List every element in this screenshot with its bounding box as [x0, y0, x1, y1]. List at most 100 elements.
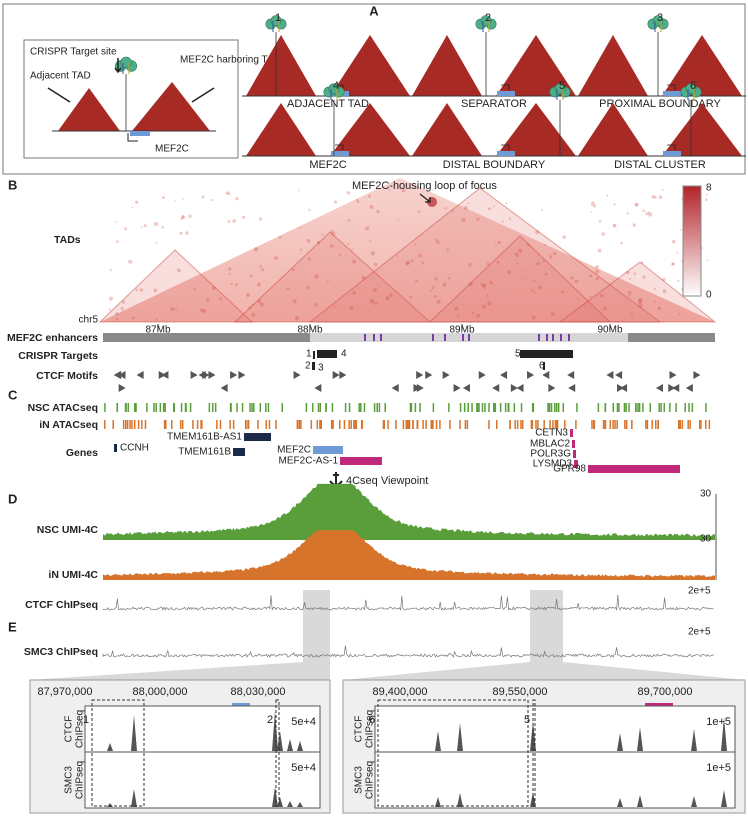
- heatmap-speck: [219, 297, 222, 301]
- heatmap-speck: [154, 221, 159, 227]
- tad-triangle: [578, 103, 648, 156]
- atac-peak: [628, 403, 630, 412]
- atac-peak: [219, 420, 222, 429]
- ctcf-motif: [416, 371, 424, 379]
- heatmap-speck: [468, 262, 472, 267]
- heatmap-speck: [704, 198, 708, 202]
- atac-peak: [232, 420, 235, 429]
- atac-peak: [463, 403, 466, 412]
- atac-peak: [416, 420, 418, 429]
- atac-peak: [488, 403, 490, 412]
- ctcf-motif: [516, 384, 524, 392]
- gene-arrow: [667, 144, 676, 150]
- atac-peak: [705, 420, 707, 429]
- coordinate: 89,550,000: [492, 686, 547, 698]
- ctcf-motif: [685, 384, 693, 392]
- atac-peak: [631, 420, 633, 429]
- atac-peak: [675, 403, 677, 412]
- target-number: 5: [515, 349, 521, 360]
- atac-peak: [562, 403, 565, 412]
- atac-peak: [520, 403, 523, 412]
- scale-label: 0: [706, 290, 712, 301]
- ctcf-motif: [293, 371, 301, 379]
- gene-label: LYSMD3: [533, 459, 573, 470]
- atac-peak: [236, 403, 238, 412]
- heatmap-speck: [482, 283, 487, 288]
- heatmap-speck: [533, 279, 536, 282]
- track-label: CTCF ChIPseq: [25, 599, 98, 611]
- heatmap-speck: [496, 260, 500, 264]
- atac-peak: [216, 420, 218, 429]
- heatmap-speck: [174, 200, 176, 202]
- atac-peak: [298, 420, 301, 429]
- ctcf-motif: [668, 384, 676, 392]
- heatmap-speck: [479, 282, 483, 285]
- heatmap-speck: [436, 299, 441, 304]
- gene-label: MBLAC2: [530, 439, 570, 450]
- heatmap-speck: [417, 210, 421, 213]
- heatmap-speck: [442, 282, 447, 287]
- atac-peak: [189, 403, 192, 412]
- zoom-band: [530, 590, 563, 662]
- tad-triangle: [412, 103, 482, 156]
- heatmap-speck: [620, 241, 623, 245]
- site-number: 6: [369, 714, 375, 726]
- atac-peak: [638, 403, 641, 412]
- atac-peak: [616, 420, 618, 429]
- gene-box: [663, 91, 681, 96]
- scale-label: 1e+5: [706, 762, 731, 774]
- heatmap-speck: [606, 194, 609, 197]
- atac-peak: [691, 403, 694, 412]
- panel-a-frame: [2, 3, 746, 175]
- heatmap-speck: [417, 253, 422, 258]
- gene-arrow: [501, 144, 510, 150]
- atac-peak: [555, 403, 558, 412]
- gene-label: CETN3: [535, 428, 568, 439]
- chip-peak: [131, 789, 137, 807]
- heatmap-speck: [635, 203, 638, 207]
- atac-peak: [405, 420, 408, 429]
- heatmap-speck: [329, 244, 334, 248]
- atac-peak: [350, 420, 352, 429]
- atac-peak: [425, 420, 427, 429]
- heatmap-speck: [601, 232, 605, 236]
- heatmap-speck: [657, 306, 662, 311]
- atac-peak: [410, 403, 413, 412]
- enhancer: [444, 334, 446, 341]
- chip-peak: [457, 793, 463, 807]
- scale-label: 30: [700, 534, 712, 545]
- atac-peak: [267, 403, 270, 412]
- heatmap-speck: [645, 212, 649, 216]
- heatmap-speck: [662, 289, 667, 293]
- atac-peak: [531, 403, 534, 412]
- heatmap-speck: [259, 302, 264, 307]
- atac-peak: [635, 403, 637, 412]
- heatmap-speck: [352, 291, 356, 295]
- atac-peak: [493, 403, 495, 412]
- heatmap-speck: [333, 200, 338, 204]
- gene-label: GPR98: [553, 464, 586, 475]
- atac-peak: [520, 420, 522, 429]
- scale-label: 5e+4: [291, 716, 316, 728]
- atac-peak: [699, 420, 701, 429]
- heatmap-speck: [471, 311, 475, 315]
- site-number: 6: [690, 80, 696, 92]
- heatmap-speck: [632, 223, 636, 227]
- atac-peak: [319, 403, 322, 412]
- tad-triangle: [578, 35, 648, 96]
- ctcf-motif: [442, 371, 450, 379]
- heatmap-speck: [447, 277, 451, 280]
- arrow: [419, 193, 431, 203]
- site-label: DISTAL BOUNDARY: [443, 159, 546, 171]
- heatmap-speck: [662, 277, 666, 282]
- heatmap-speck: [486, 294, 489, 297]
- atac-peak: [332, 420, 334, 429]
- annotation: MEF2C-housing loop of focus: [352, 180, 497, 192]
- heatmap-speck: [317, 241, 321, 245]
- atac-peak: [249, 403, 251, 412]
- heatmap-speck: [108, 308, 112, 311]
- heatmap-speck: [155, 241, 158, 244]
- heatmap-speck: [361, 275, 366, 280]
- heatmap-speck: [351, 248, 354, 251]
- heatmap-speck: [493, 205, 495, 208]
